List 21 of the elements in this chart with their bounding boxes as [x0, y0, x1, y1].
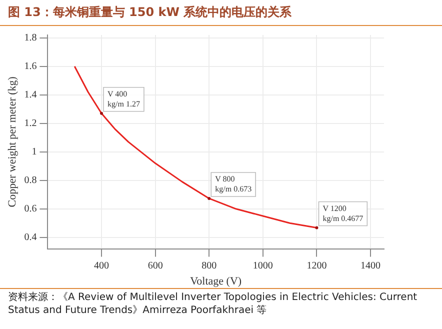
x-tick-label: 1200 — [306, 260, 327, 272]
x-tick-label: 800 — [202, 260, 217, 272]
x-axis-title: Voltage (V) — [190, 275, 242, 288]
annotation: V 400 kg/m 1.27 — [108, 89, 140, 108]
y-axis-title: Copper weight per meter (kg) — [6, 76, 18, 208]
x-tick-label: 1400 — [360, 260, 381, 272]
text: 资料来源：《A Review of Multilevel Inverter Topologies in Electric Vehicles: Current Status and Future Trends》Amirreza Poorfakhraei 等 — [0, 288, 442, 317]
annotation: V 800 kg/m 0.673 — [215, 174, 252, 194]
annotation: V 1200 kg/m 0.4677 — [322, 204, 364, 223]
x-tick-label: 600 — [148, 260, 163, 272]
y-tick-label: 0.4 — [24, 232, 37, 244]
chart-title: 图 13：每米铜重量与 150 kW 系统中的电压的关系 — [0, 0, 442, 26]
x-tick-label: 400 — [94, 260, 110, 272]
x-tick-label: 1000 — [252, 260, 273, 272]
y-tick-label: 1.8 — [24, 32, 37, 44]
y-tick-label: 1.4 — [24, 89, 37, 100]
y-tick-label: 1.2 — [24, 118, 37, 129]
y-tick-label: 0.8 — [24, 175, 37, 186]
y-tick-label: 1 — [32, 146, 37, 158]
y-tick-label: 1.6 — [24, 60, 37, 72]
y-tick-label: 0.6 — [24, 204, 37, 215]
